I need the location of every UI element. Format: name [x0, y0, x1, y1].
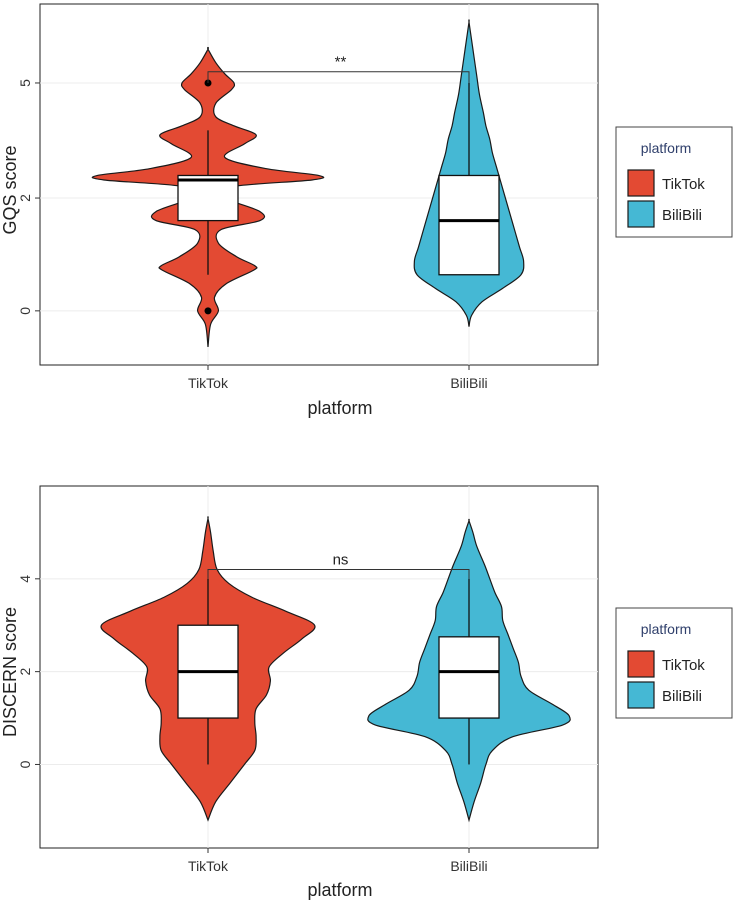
discern-boxes: [177, 578, 500, 765]
gqs-legend-swatch-tiktok: [627, 169, 655, 197]
gqs-significance: **: [207, 54, 470, 83]
discern-panel: ns 0 2 4 TikTok BiliBili platform DISCERN s…: [0, 485, 733, 900]
discern-legend-label-bilibili: BiliBili: [662, 688, 702, 705]
gqs-y-axis-title: GQS score: [0, 145, 20, 234]
discern-legend-swatch-bilibili: [627, 681, 655, 709]
discern-y-tick-label: 0: [17, 760, 33, 768]
discern-legend-title: platform: [641, 621, 692, 637]
gqs-panel: ** 0 2 5 TikTok BiliBili platform GQS score…: [0, 3, 733, 418]
gqs-legend-label-bilibili: BiliBili: [662, 207, 702, 224]
gqs-box-tiktok: [177, 174, 239, 222]
gqs-x-axis-title: platform: [307, 398, 372, 418]
gqs-y-ticks: 0 2 5: [17, 79, 40, 315]
gqs-x-tick-label: BiliBili: [450, 375, 487, 391]
discern-legend: platform TikTok BiliBili: [615, 607, 733, 719]
discern-x-ticks: TikTok BiliBili: [188, 848, 488, 874]
discern-legend-swatch-tiktok: [627, 650, 655, 678]
discern-legend-label-tiktok: TikTok: [662, 657, 705, 674]
discern-significance-label: ns: [333, 552, 349, 569]
gqs-significance-bracket: [207, 71, 470, 83]
gqs-outlier-tiktok: [204, 307, 212, 315]
gqs-y-tick-label: 5: [17, 79, 33, 87]
gqs-boxes: [177, 79, 500, 315]
discern-x-axis-title: platform: [307, 880, 372, 900]
gqs-x-tick-label: TikTok: [188, 375, 229, 391]
discern-y-tick-label: 2: [17, 668, 33, 676]
gqs-significance-label: **: [335, 54, 347, 71]
gqs-legend-label-tiktok: TikTok: [662, 176, 705, 193]
discern-y-axis-title: DISCERN score: [0, 607, 20, 737]
gqs-y-tick-label: 0: [17, 307, 33, 315]
discern-y-tick-label: 4: [17, 575, 33, 583]
gqs-legend: platform TikTok BiliBili: [615, 126, 733, 238]
gqs-legend-title: platform: [641, 140, 692, 156]
discern-x-tick-label: BiliBili: [450, 858, 487, 874]
discern-x-tick-label: TikTok: [188, 858, 229, 874]
gqs-y-tick-label: 2: [17, 194, 33, 202]
discern-significance: ns: [207, 552, 470, 579]
gqs-box-bilibili: [438, 174, 500, 276]
gqs-x-ticks: TikTok BiliBili: [188, 365, 488, 391]
discern-significance-bracket: [207, 569, 470, 579]
gqs-legend-swatch-bilibili: [627, 200, 655, 228]
gqs-plot-area: [39, 3, 599, 366]
discern-box-bilibili: [438, 636, 500, 719]
discern-y-ticks: 0 2 4: [17, 575, 40, 768]
